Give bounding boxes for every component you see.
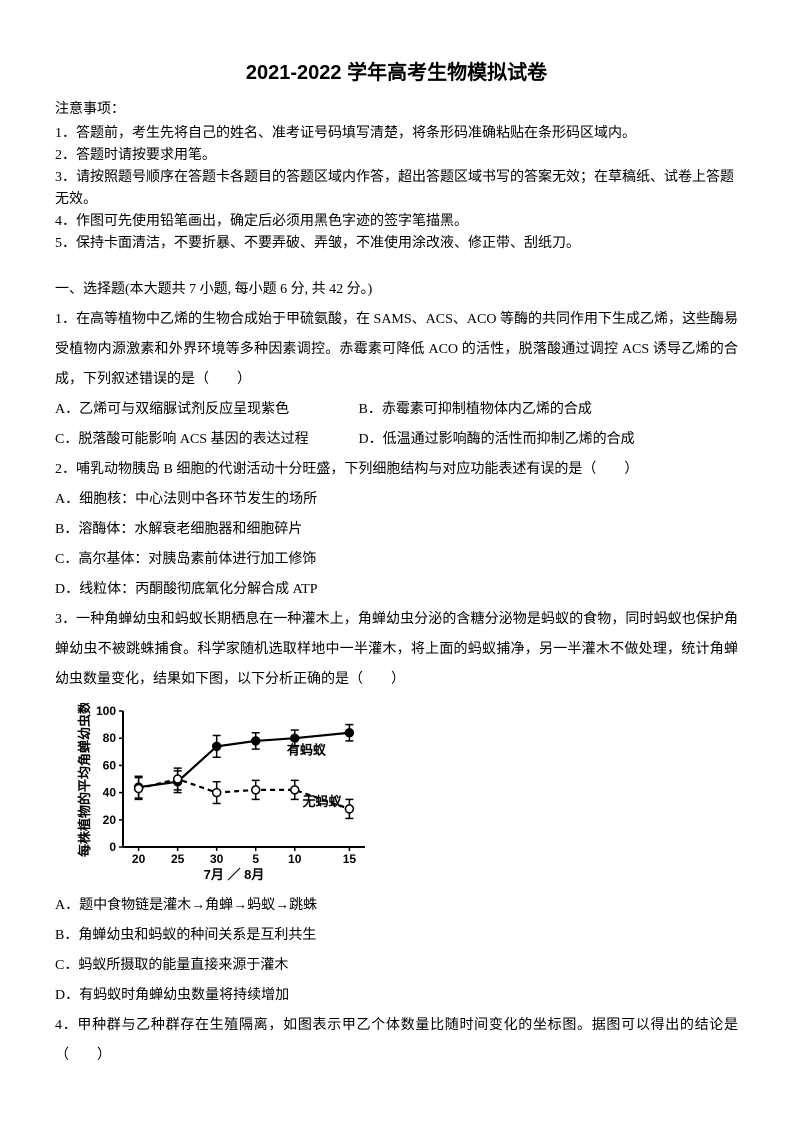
q2-option-c: C．高尔基体：对胰岛素前体进行加工修饰 — [55, 545, 738, 575]
svg-text:80: 80 — [103, 731, 117, 745]
instruction-1: 1．答题前，考生先将自己的姓名、准考证号码填写清楚，将条形码准确粘贴在条形码区域… — [55, 123, 738, 145]
section-1-heading: 一、选择题(本大题共 7 小题, 每小题 6 分, 共 42 分。) — [55, 275, 738, 305]
svg-text:0: 0 — [109, 840, 116, 854]
svg-text:100: 100 — [96, 704, 116, 718]
q1-option-b: B．赤霉素可抑制植物体内乙烯的合成 — [359, 395, 592, 425]
instruction-2: 2．答题时请按要求用笔。 — [55, 145, 738, 167]
svg-text:20: 20 — [132, 852, 146, 866]
q2-stem: 2．哺乳动物胰岛 B 细胞的代谢活动十分旺盛，下列细胞结构与对应功能表述有误的是… — [55, 455, 738, 485]
q2-option-d: D．线粒体：丙酮酸彻底氧化分解合成 ATP — [55, 575, 738, 605]
svg-text:10: 10 — [288, 852, 302, 866]
q3-option-c: C．蚂蚁所摄取的能量直接来源于灌木 — [55, 951, 738, 981]
q1-option-d: D．低温通过影响酶的活性而抑制乙烯的合成 — [359, 425, 635, 455]
svg-text:25: 25 — [171, 852, 185, 866]
instructions-heading: 注意事项： — [55, 99, 738, 121]
instruction-4: 4．作图可先使用铅笔画出，确定后必须用黑色字迹的签字笔描黑。 — [55, 211, 738, 233]
instruction-5: 5．保持卡面清洁，不要折暴、不要弄破、弄皱，不准使用涂改液、修正带、刮纸刀。 — [55, 233, 738, 255]
q2-option-b: B．溶酶体：水解衰老细胞器和细胞碎片 — [55, 515, 738, 545]
page-title: 2021-2022 学年高考生物模拟试卷 — [55, 56, 738, 85]
q1-stem: 1．在高等植物中乙烯的生物合成始于甲硫氨酸，在 SAMS、ACS、ACO 等酶的… — [55, 305, 738, 395]
q3-option-a: A．题中食物链是灌木→角蝉→蚂蚁→跳蛛 — [55, 891, 738, 921]
svg-text:7月 ／ 8月: 7月 ／ 8月 — [204, 867, 265, 882]
instruction-3: 3．请按照题号顺序在答题卡各题目的答题区域内作答，超出答题区域书写的答案无效；在… — [55, 167, 738, 211]
svg-text:30: 30 — [210, 852, 224, 866]
q1-option-a: A．乙烯可与双缩脲试剂反应呈现紫色 — [55, 395, 355, 425]
svg-text:无蚂蚁: 无蚂蚁 — [302, 794, 343, 809]
svg-text:有蚂蚁: 有蚂蚁 — [287, 743, 327, 758]
q1-option-c: C．脱落酸可能影响 ACS 基因的表达过程 — [55, 425, 355, 455]
svg-text:60: 60 — [103, 758, 117, 772]
svg-text:40: 40 — [103, 786, 117, 800]
q4-stem: 4．甲种群与乙种群存在生殖隔离，如图表示甲乙个体数量比随时间变化的坐标图。据图可… — [55, 1011, 738, 1071]
q2-option-a: A．细胞核：中心法则中各环节发生的场所 — [55, 485, 738, 515]
svg-text:20: 20 — [103, 813, 117, 827]
chart-svg: 0 20 40 60 80 100 20 25 30 5 10 15 7月 ／ 8月 每株植物的平均角蝉幼… — [75, 703, 375, 883]
q3-stem: 3．一种角蝉幼虫和蚂蚁长期栖息在一种灌木上，角蝉幼虫分泌的含糖分泌物是蚂蚁的食物… — [55, 605, 738, 695]
svg-text:15: 15 — [343, 852, 357, 866]
svg-text:5: 5 — [252, 852, 259, 866]
svg-text:每株植物的平均角蝉幼虫数: 每株植物的平均角蝉幼虫数 — [77, 703, 92, 857]
q3-option-d: D．有蚂蚁时角蝉幼虫数量将持续增加 — [55, 981, 738, 1011]
q3-option-b: B．角蝉幼虫和蚂蚁的种间关系是互利共生 — [55, 921, 738, 951]
q3-chart: 0 20 40 60 80 100 20 25 30 5 10 15 7月 ／ 8月 每株植物的平均角蝉幼… — [75, 703, 375, 883]
